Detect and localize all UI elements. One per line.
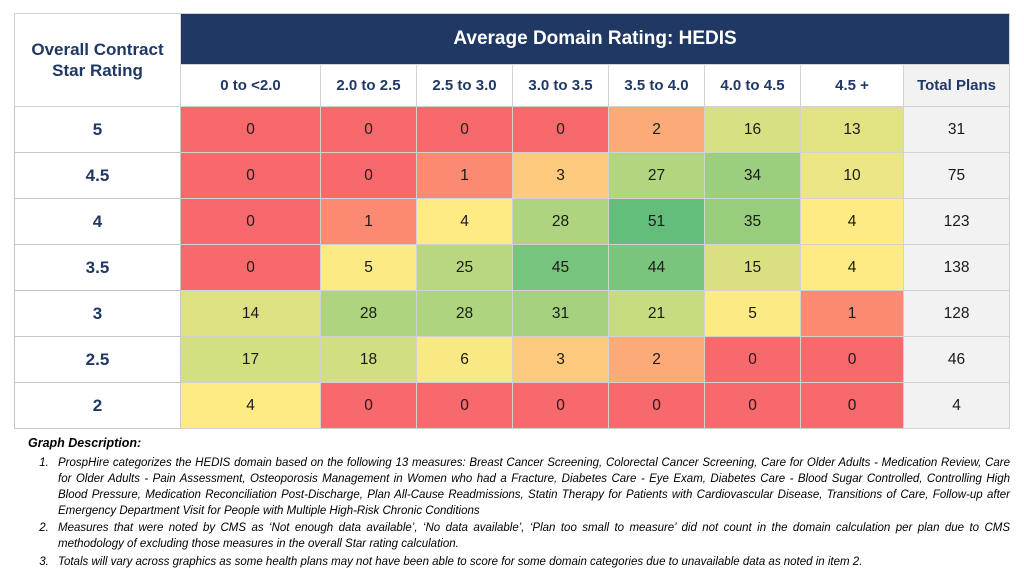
heatmap-cell: 6: [416, 336, 513, 383]
total-plans-cell: 138: [902, 244, 1011, 291]
row-label: 5: [14, 106, 181, 153]
total-plans-cell: 128: [902, 290, 1011, 337]
graph-description-item: Totals will vary across graphics as some…: [52, 555, 1010, 571]
table-row: 3.5 0 5 25 45 44 15 4 138: [14, 244, 1011, 291]
heatmap-cell: 18: [320, 336, 417, 383]
heatmap-cell: 0: [704, 382, 801, 429]
heatmap-cell: 0: [512, 106, 609, 153]
hedis-heatmap: Overall Contract Star Rating Average Dom…: [14, 13, 1011, 429]
heatmap-cell: 0: [180, 106, 321, 153]
column-header: 4.0 to 4.5: [704, 64, 801, 107]
heatmap-cell: 1: [320, 198, 417, 245]
graph-description-item: ProspHire categorizes the HEDIS domain b…: [52, 456, 1010, 519]
row-label: 3.5: [14, 244, 181, 291]
total-plans-cell: 31: [902, 106, 1011, 153]
column-header: 0 to <2.0: [180, 64, 321, 107]
heatmap-cell: 35: [704, 198, 801, 245]
heatmap-cell: 44: [608, 244, 705, 291]
heatmap-cell: 51: [608, 198, 705, 245]
heatmap-cell: 45: [512, 244, 609, 291]
heatmap-cell: 0: [512, 382, 609, 429]
heatmap-cell: 0: [608, 382, 705, 429]
heatmap-cell: 13: [800, 106, 904, 153]
heatmap-cell: 0: [180, 198, 321, 245]
heatmap-cell: 28: [512, 198, 609, 245]
heatmap-cell: 0: [800, 382, 904, 429]
heatmap-cell: 17: [180, 336, 321, 383]
heatmap-cell: 0: [320, 152, 417, 199]
total-plans-header: Total Plans: [902, 64, 1011, 107]
heatmap-cell: 0: [704, 336, 801, 383]
row-axis-title: Overall Contract Star Rating: [14, 13, 181, 107]
heatmap-cell: 5: [704, 290, 801, 337]
heatmap-cell: 21: [608, 290, 705, 337]
row-label: 4: [14, 198, 181, 245]
table-row: 3 14 28 28 31 21 5 1 128: [14, 290, 1011, 337]
row-label: 4.5: [14, 152, 181, 199]
graph-description-heading: Graph Description:: [28, 436, 142, 450]
heatmap-cell: 4: [180, 382, 321, 429]
table-row: 4 0 1 4 28 51 35 4 123: [14, 198, 1011, 245]
table-row: 4.5 0 0 1 3 27 34 10 75: [14, 152, 1011, 199]
heatmap-cell: 31: [512, 290, 609, 337]
graph-description-item: Measures that were noted by CMS as ‘Not …: [52, 521, 1010, 553]
row-label: 2.5: [14, 336, 181, 383]
heatmap-cell: 0: [180, 152, 321, 199]
heatmap-cell: 16: [704, 106, 801, 153]
heatmap-cell: 10: [800, 152, 904, 199]
heatmap-cell: 28: [416, 290, 513, 337]
heatmap-cell: 4: [416, 198, 513, 245]
heatmap-cell: 0: [416, 106, 513, 153]
column-header: 2.5 to 3.0: [416, 64, 513, 107]
hedis-heatmap-table: Overall Contract Star Rating Average Dom…: [14, 13, 1011, 429]
heatmap-cell: 0: [800, 336, 904, 383]
column-header: 3.5 to 4.0: [608, 64, 705, 107]
column-header: 4.5 +: [800, 64, 904, 107]
heatmap-cell: 0: [416, 382, 513, 429]
heatmap-cell: 2: [608, 336, 705, 383]
table-row: 5 0 0 0 0 2 16 13 31: [14, 106, 1011, 153]
graph-description-list: ProspHire categorizes the HEDIS domain b…: [28, 456, 1010, 571]
heatmap-cell: 15: [704, 244, 801, 291]
total-plans-cell: 75: [902, 152, 1011, 199]
heatmap-cell: 3: [512, 336, 609, 383]
graph-description: Graph Description: ProspHire categorizes…: [28, 436, 1010, 573]
heatmap-cell: 3: [512, 152, 609, 199]
heatmap-cell: 1: [416, 152, 513, 199]
heatmap-body: 5 0 0 0 0 2 16 13 31 4.5 0 0 1 3 27 34 10 75 4 0 1 4 28 51 35 4 12…: [14, 106, 1011, 429]
row-label: 3: [14, 290, 181, 337]
heatmap-cell: 2: [608, 106, 705, 153]
heatmap-cell: 25: [416, 244, 513, 291]
table-row: 2.5 17 18 6 3 2 0 0 46: [14, 336, 1011, 383]
heatmap-cell: 28: [320, 290, 417, 337]
heatmap-cell: 5: [320, 244, 417, 291]
heatmap-cell: 4: [800, 244, 904, 291]
column-header-row: 0 to <2.0 2.0 to 2.5 2.5 to 3.0 3.0 to 3.5 3…: [15, 64, 1011, 107]
heatmap-cell: 4: [800, 198, 904, 245]
total-plans-cell: 46: [902, 336, 1011, 383]
heatmap-cell: 27: [608, 152, 705, 199]
total-plans-cell: 123: [902, 198, 1011, 245]
row-label: 2: [14, 382, 181, 429]
heatmap-cell: 1: [800, 290, 904, 337]
heatmap-cell: 0: [320, 106, 417, 153]
heatmap-cell: 34: [704, 152, 801, 199]
column-header: 2.0 to 2.5: [320, 64, 417, 107]
table-title: Average Domain Rating: HEDIS: [179, 13, 1011, 65]
column-header: 3.0 to 3.5: [512, 64, 609, 107]
total-plans-cell: 4: [902, 382, 1011, 429]
heatmap-cell: 0: [180, 244, 321, 291]
heatmap-cell: 14: [180, 290, 321, 337]
heatmap-cell: 0: [320, 382, 417, 429]
